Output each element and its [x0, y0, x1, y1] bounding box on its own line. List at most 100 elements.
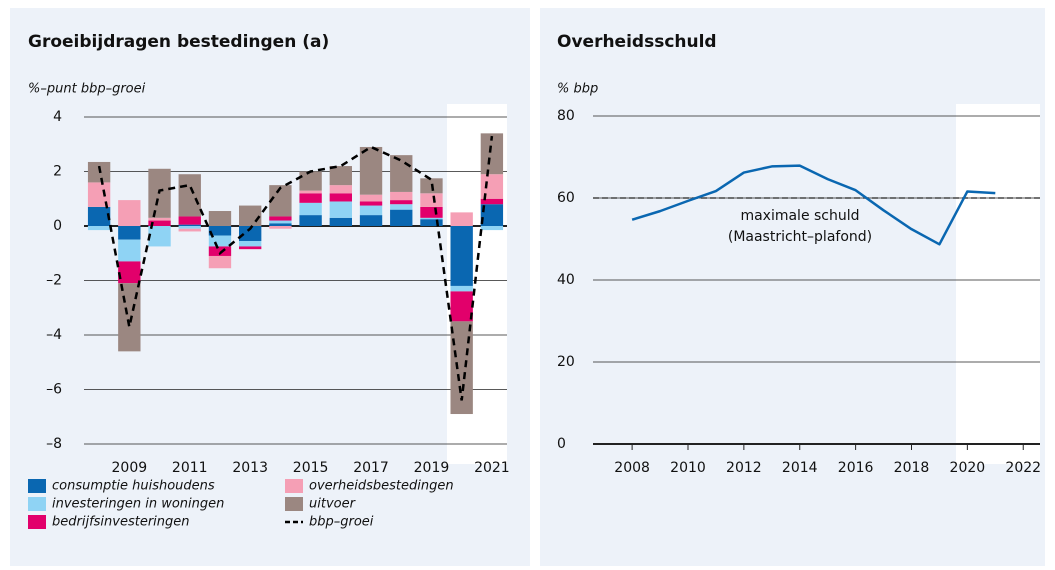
- legend-label: investeringen in woningen: [52, 497, 224, 512]
- x-tick-label: 2017: [353, 460, 389, 476]
- legend-label: consumptie huishoudens: [52, 479, 215, 494]
- bar-segment: [480, 174, 504, 199]
- x-tick-label: 2019: [414, 460, 450, 476]
- x-tick-label: 2010: [670, 460, 706, 476]
- x-tick-label: 2016: [838, 460, 874, 476]
- annotation: (Maastricht–plafond): [728, 229, 872, 245]
- bar-segment: [329, 201, 353, 218]
- bar-segment: [269, 220, 292, 224]
- bar-segment: [359, 201, 383, 206]
- bar-segment: [390, 200, 413, 205]
- y-tick-label: 0: [53, 218, 62, 234]
- bar-segment: [390, 191, 413, 201]
- x-tick-label: 2020: [950, 460, 986, 476]
- y-tick-label: 80: [557, 108, 575, 124]
- bar-segment: [299, 202, 322, 216]
- bar-segment: [299, 190, 322, 194]
- bar-segment: [299, 215, 322, 226]
- y-tick-label: 60: [557, 190, 575, 206]
- x-tick-label: 2009: [112, 460, 148, 476]
- line: [97, 135, 494, 401]
- bar-segment: [148, 226, 171, 247]
- legend-swatch: [285, 497, 303, 511]
- chart-title: Groeibijdragen bestedingen (a): [28, 32, 329, 52]
- y-tick-label: –4: [46, 327, 62, 343]
- x-tick-label: 2018: [894, 460, 930, 476]
- bar-segment: [148, 220, 171, 226]
- bar-segment: [148, 217, 171, 221]
- bar-segment: [420, 193, 443, 207]
- bar-segment: [269, 185, 292, 217]
- legend-swatch: [285, 479, 303, 493]
- y-tick-label: 2: [53, 164, 62, 180]
- bar-segment: [329, 193, 353, 202]
- y-tick-label: –2: [46, 273, 62, 289]
- y-tick-label: –6: [46, 382, 62, 398]
- y-tick-label: 20: [557, 354, 575, 370]
- bar-segment: [238, 205, 262, 226]
- bar-segment: [87, 182, 111, 207]
- bar-segment: [178, 224, 201, 226]
- y-tick-label: 40: [557, 272, 575, 288]
- x-tick-label: 2021: [474, 460, 510, 476]
- bar-segment: [208, 255, 232, 269]
- bar-segment: [390, 155, 413, 192]
- bar-segment: [420, 206, 443, 218]
- bar-segment: [359, 215, 383, 226]
- legend-swatch: [28, 497, 46, 511]
- y-axis-label: % bbp: [557, 82, 598, 97]
- y-tick-label: 4: [53, 109, 62, 125]
- x-tick-label: 2012: [726, 460, 762, 476]
- legend-swatch: [28, 515, 46, 529]
- bar-segment: [118, 200, 141, 226]
- bar-segment: [208, 226, 232, 236]
- legend-label: bbp–groei: [309, 515, 374, 530]
- bar-segment: [450, 291, 473, 322]
- x-tick-label: 2013: [232, 460, 268, 476]
- bar-segment: [87, 226, 111, 231]
- bar-segment: [269, 216, 292, 221]
- bar-segment: [269, 226, 292, 229]
- bar-segment: [359, 146, 383, 195]
- bar-segment: [329, 166, 353, 186]
- bar-segment: [208, 246, 232, 256]
- forecast-band: [956, 104, 1040, 464]
- bar-segment: [480, 204, 504, 226]
- y-tick-label: –8: [46, 436, 62, 452]
- bar-segment: [299, 171, 322, 191]
- bar-segment: [178, 216, 201, 225]
- bar-segment: [359, 194, 383, 202]
- x-tick-label: 2011: [172, 460, 208, 476]
- chart-title: Overheidsschuld: [557, 32, 717, 52]
- x-tick-label: 2015: [293, 460, 329, 476]
- legend-label: bedrijfsinvesteringen: [52, 515, 190, 530]
- bar-segment: [450, 212, 473, 226]
- bar-segment: [208, 211, 232, 226]
- bar-segment: [359, 205, 383, 216]
- x-tick-label: 2022: [1005, 460, 1041, 476]
- x-tick-label: 2008: [614, 460, 650, 476]
- annotation: maximale schuld: [740, 208, 859, 224]
- bar-segment: [480, 133, 504, 175]
- legend-label: overheidsbestedingen: [309, 479, 454, 494]
- line: [631, 164, 996, 246]
- bar-segment: [269, 223, 292, 226]
- bar-segment: [238, 246, 262, 250]
- y-axis-label: %–punt bbp–groei: [28, 82, 146, 97]
- bar-segment: [450, 321, 473, 415]
- bar-segment: [118, 261, 141, 284]
- bar-segment: [329, 217, 353, 226]
- bar-segment: [118, 226, 141, 240]
- bar-segment: [329, 185, 353, 194]
- y-tick-label: 0: [557, 436, 566, 452]
- bar-segment: [299, 193, 322, 203]
- bar-segment: [178, 228, 201, 232]
- bar-segment: [420, 217, 443, 220]
- bar-segment: [208, 235, 232, 247]
- legend-label: uitvoer: [309, 497, 357, 512]
- x-tick-label: 2014: [782, 460, 818, 476]
- bar-segment: [238, 240, 262, 247]
- bar-segment: [480, 198, 504, 205]
- bar-segment: [87, 206, 111, 226]
